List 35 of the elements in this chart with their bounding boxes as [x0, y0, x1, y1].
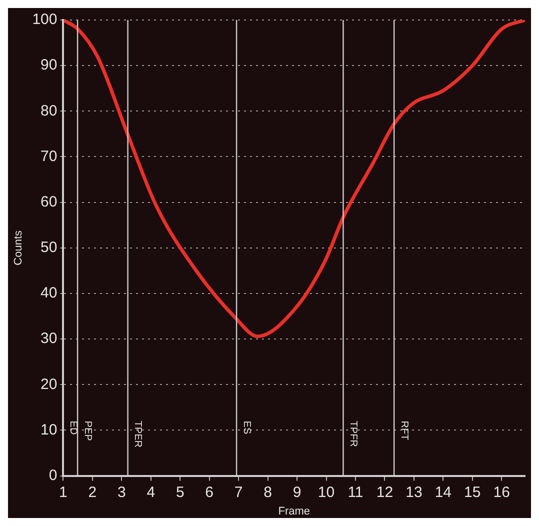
y-tick-label: 10: [40, 421, 58, 438]
y-tick-label: 70: [40, 148, 58, 165]
x-tick-label: 11: [348, 484, 364, 501]
y-tick-label: 90: [40, 56, 58, 74]
ref-line-label: ES: [240, 420, 252, 434]
x-tick-label: 5: [176, 484, 184, 501]
line-series: [63, 20, 525, 338]
y-tick-label: 80: [40, 102, 58, 120]
x-tick-label: 9: [292, 484, 302, 501]
y-tick-label: 40: [40, 284, 58, 302]
ref-line-label: TPER: [132, 420, 144, 448]
y-tick-label: 30: [40, 330, 58, 348]
y-tick-label: 50: [40, 239, 58, 256]
x-tick-label: 15: [464, 484, 481, 501]
x-tick-label: 10: [318, 484, 335, 501]
ref-line-label: PEP: [82, 420, 93, 442]
ref-line-label: TPFR: [347, 420, 358, 447]
ref-line-label: RFT: [398, 420, 410, 440]
x-tick-label: 1: [59, 484, 68, 501]
x-tick-label: 7: [234, 484, 243, 501]
x-tick-label: 3: [118, 484, 126, 501]
x-tick-label: 2: [88, 484, 97, 501]
x-axis-title: Frame: [278, 505, 310, 518]
x-tick-label: 14: [434, 484, 452, 501]
y-tick-label: 100: [32, 11, 58, 28]
x-tick-label: 16: [493, 484, 510, 501]
x-tick-label: 8: [264, 484, 272, 501]
x-tick-label: 13: [406, 484, 422, 501]
x-tick-label: 12: [376, 484, 394, 501]
y-tick-label: 20: [40, 376, 58, 393]
y-tick-label: 60: [40, 193, 58, 210]
y-tick-label: 0: [48, 466, 58, 484]
x-tick-label: 4: [146, 484, 156, 501]
y-axis-title: Counts: [12, 230, 25, 266]
x-tick-label: 6: [205, 484, 214, 501]
